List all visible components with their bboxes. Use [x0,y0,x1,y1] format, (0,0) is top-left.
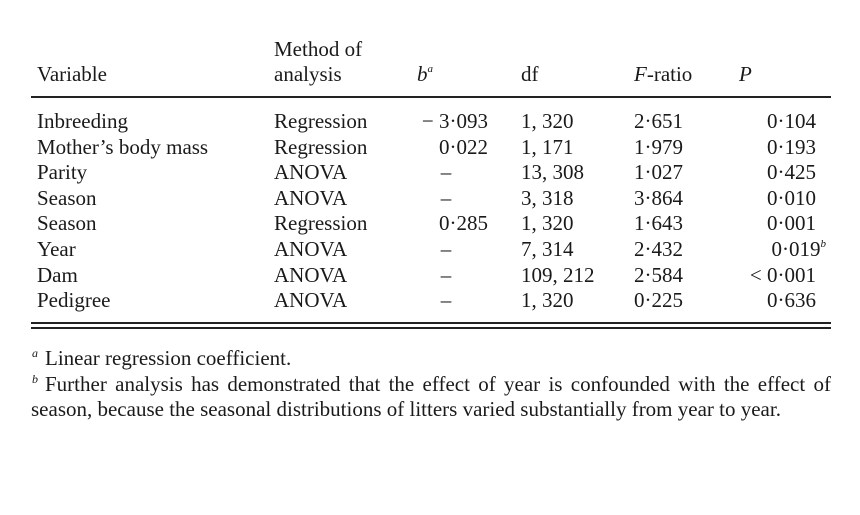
cell-b: 0·285 [439,211,488,236]
cell-variable: Year [37,237,76,261]
cell-b: − 3·093 [421,109,488,133]
cell-method: Regression [274,211,368,236]
cell-method: ANOVA [274,237,348,261]
bottom-rule-1 [31,322,831,324]
cell-variable: Mother’s body mass [37,134,209,159]
header-b: ba [417,62,433,87]
cell-b: – [440,237,452,261]
cell-f-ratio: 2·651 [634,109,683,133]
header-f-ratio: F-ratio [634,62,692,87]
cell-b: – [440,160,452,185]
footnote-a: a Linear regression coefficient. [31,346,831,372]
cell-method: Regression [274,109,368,133]
cell-method: Regression [274,134,368,159]
cell-p: 0·104 [731,109,816,134]
header-f-symbol: F [634,62,647,86]
cell-p-value: 0·636 [767,288,816,313]
cell-f-ratio: 2·432 [634,237,683,261]
cell-method: ANOVA [274,185,348,210]
bottom-rule-2 [31,327,831,329]
cell-p-footnote-mark: b [820,238,827,250]
cell-variable: Pedigree [37,288,111,313]
cell-p-value: 0·001 [767,211,816,236]
cell-p-value: 0·425 [767,160,816,185]
header-df: df [521,62,539,86]
cell-f-ratio: 1·979 [634,134,683,159]
footnote-b: b Further analysis has demonstrated that … [31,372,831,423]
cell-df: 1, 320 [521,211,574,236]
footnote-a-text: Linear regression coefficient. [45,346,292,370]
header-b-footnote-mark: a [427,63,434,75]
cell-df: 1, 320 [521,109,574,133]
cell-b: – [440,262,452,287]
cell-df: 1, 171 [521,134,574,159]
cell-p-value: < 0·001 [749,262,816,287]
cell-variable: Season [37,185,97,210]
cell-f-ratio: 3·864 [634,185,683,210]
footnotes: a Linear regression coefficient. b Further… [31,346,831,423]
cell-variable: Dam [37,262,78,287]
cell-p: 0·425 [731,160,816,185]
header-method-line2: analysis [274,62,342,86]
footnote-a-mark: a [32,346,38,360]
cell-p-value: 0·019 [771,237,821,261]
cell-f-ratio: 0·225 [634,288,683,313]
cell-df: 109, 212 [521,262,595,287]
cell-p: 0·001 [731,211,816,236]
cell-variable: Inbreeding [37,109,128,133]
cell-df: 7, 314 [521,237,574,261]
cell-f-ratio: 1·643 [634,211,683,236]
cell-method: ANOVA [274,262,348,287]
header-f-rest: -ratio [646,62,693,86]
header-p: P [739,62,752,86]
footnote-b-text: Further analysis has demonstrated that t… [31,371,831,422]
cell-df: 13, 308 [521,160,584,185]
cell-method: ANOVA [274,288,348,313]
header-method-line1: Method of [274,37,363,61]
header-variable: Variable [37,62,107,86]
cell-p-value: 0·010 [767,185,816,210]
header-rule [31,96,831,98]
cell-method: ANOVA [274,160,348,185]
cell-df: 1, 320 [521,288,574,313]
cell-b: – [440,288,452,313]
cell-p: 0·636 [731,288,816,313]
header-b-symbol: b [417,62,428,86]
cell-variable: Season [37,211,97,236]
cell-p-value: 0·104 [767,109,816,133]
cell-p: 0·019b [741,237,827,262]
cell-p: < 0·001 [731,263,816,288]
cell-f-ratio: 2·584 [634,262,683,287]
cell-p-value: 0·193 [767,134,816,159]
cell-b: 0·022 [439,134,488,159]
cell-df: 3, 318 [521,185,574,210]
cell-p: 0·193 [731,135,816,160]
cell-p: 0·010 [731,186,816,211]
footnote-b-mark: b [32,371,38,386]
cell-variable: Parity [37,160,88,185]
cell-f-ratio: 1·027 [634,160,683,185]
cell-b: – [440,185,452,210]
